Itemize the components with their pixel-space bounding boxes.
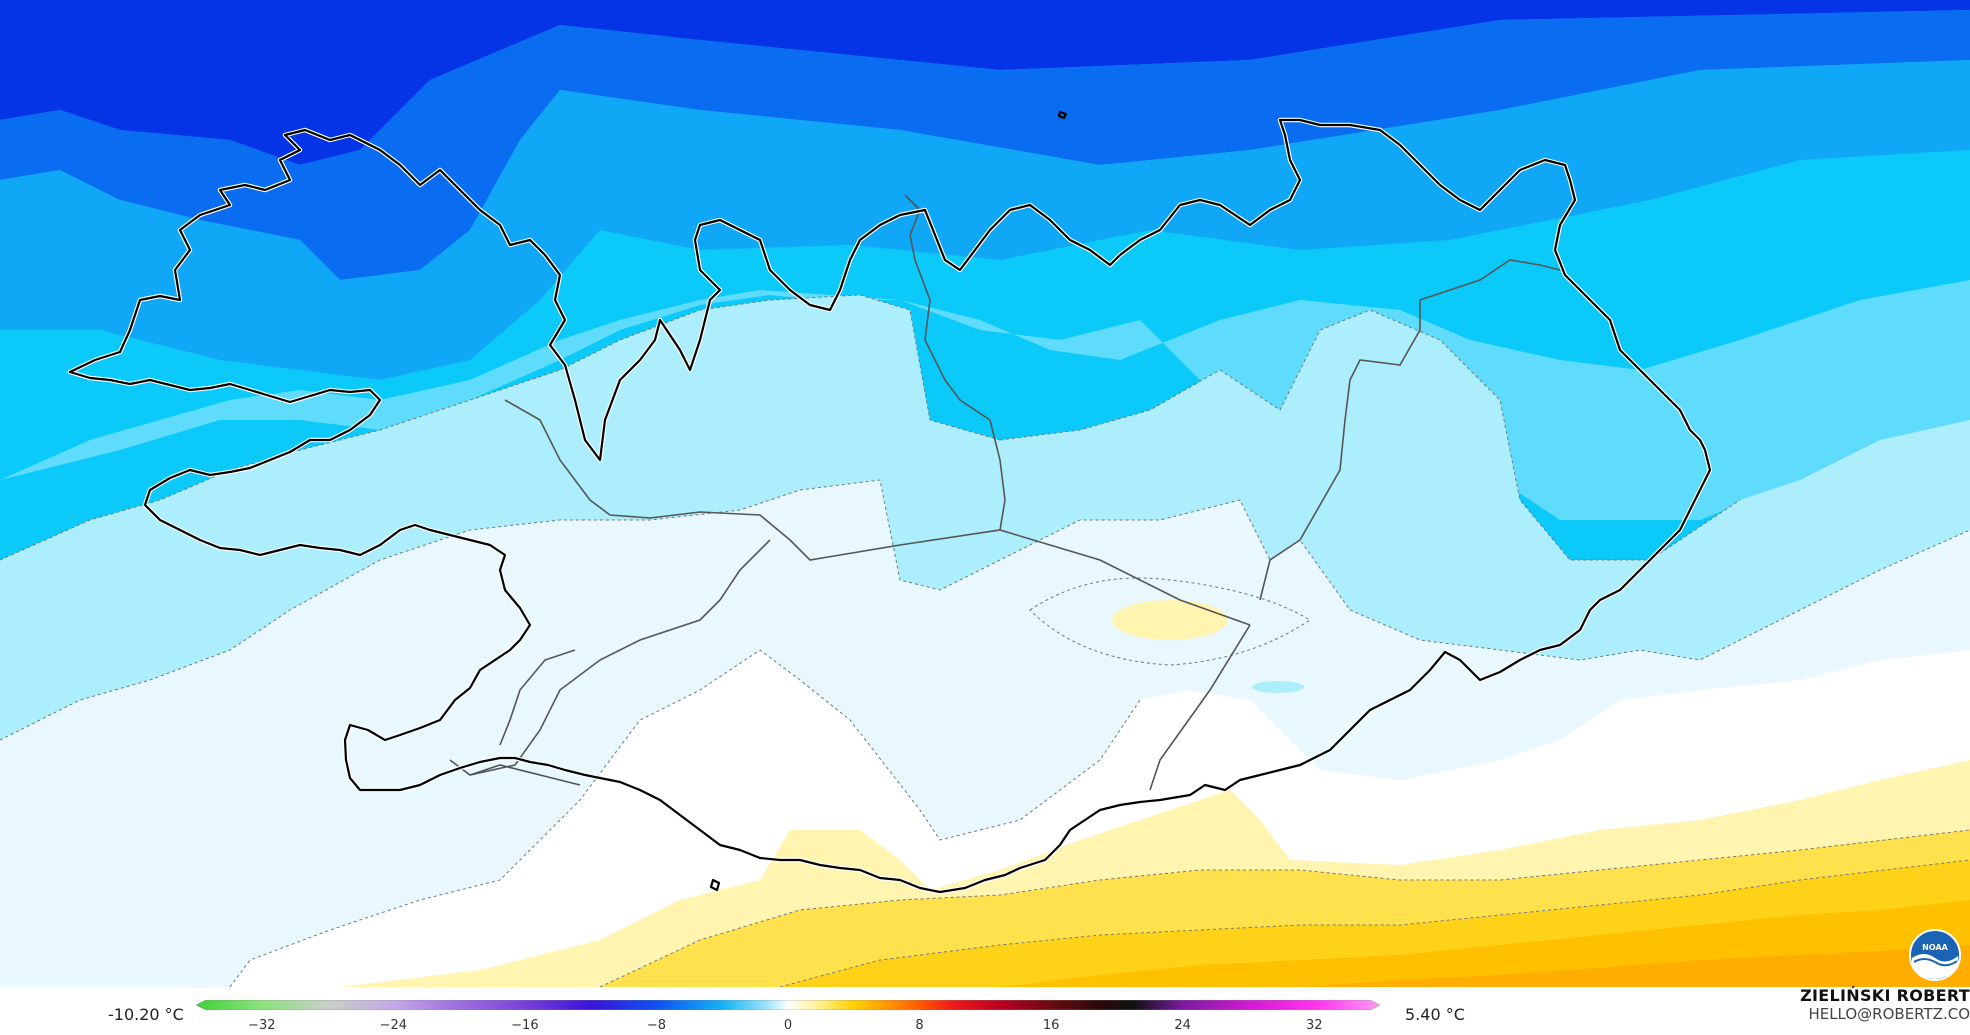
band-azure xyxy=(0,60,1970,380)
band-blue xyxy=(0,10,1970,280)
color-scale-tick-label: −16 xyxy=(511,1018,539,1033)
coastline-path xyxy=(68,118,1712,894)
border-line xyxy=(904,194,1006,531)
isoline xyxy=(0,479,1351,741)
noaa-logo-text: NOAA xyxy=(1922,943,1948,952)
legend-max-value: 5.40 °C xyxy=(1405,1005,1465,1024)
border-line xyxy=(449,539,771,776)
border-line xyxy=(1149,624,1251,791)
color-scale-tick-label: 0 xyxy=(783,1018,793,1033)
border-line xyxy=(499,649,576,746)
region-borders xyxy=(449,194,1561,791)
noaa-logo-icon: NOAA xyxy=(1908,928,1962,982)
color-scale-tick-label: 8 xyxy=(915,1018,924,1033)
legend-bar xyxy=(0,987,1970,1035)
color-scale-tick-label: −8 xyxy=(646,1018,667,1033)
band-deep-blue xyxy=(0,0,1970,165)
isoline xyxy=(1029,577,1311,666)
border-line xyxy=(1259,259,1561,601)
author-name: ZIELIŃSKI ROBERT xyxy=(1800,986,1970,1005)
legend-min-value: -10.20 °C xyxy=(108,1005,184,1024)
color-scale-tick-label: 16 xyxy=(1042,1018,1060,1033)
color-scale-tick-label: 32 xyxy=(1305,1018,1323,1033)
band-warm-spot xyxy=(1112,600,1228,640)
color-scale-tick-label: 24 xyxy=(1174,1018,1191,1033)
isoline xyxy=(229,649,1141,987)
isolines xyxy=(0,294,1970,987)
band-orange xyxy=(1300,945,1970,987)
band-cool-spot xyxy=(1252,681,1304,693)
border-line xyxy=(504,399,1251,626)
temperature-bands xyxy=(0,0,1970,987)
color-scale-tick-label: −24 xyxy=(379,1018,408,1033)
author-email: HELLO@ROBERTZ.CO xyxy=(1808,1005,1970,1023)
color-scale xyxy=(196,1000,1380,1010)
temperature-map: NOAA xyxy=(0,0,1970,987)
author-credit: ZIELIŃSKI ROBERT HELLO@ROBERTZ.CO xyxy=(1800,986,1970,1023)
isoline xyxy=(599,829,1970,987)
island-outline xyxy=(1057,110,1068,120)
map-canvas xyxy=(0,0,1970,987)
island-outline xyxy=(709,878,721,892)
isoline xyxy=(1349,529,1970,661)
color-scale-tick-label: −32 xyxy=(248,1018,276,1033)
border-line xyxy=(469,764,581,786)
coastline-ink xyxy=(68,110,1712,894)
isoline xyxy=(779,859,1970,987)
